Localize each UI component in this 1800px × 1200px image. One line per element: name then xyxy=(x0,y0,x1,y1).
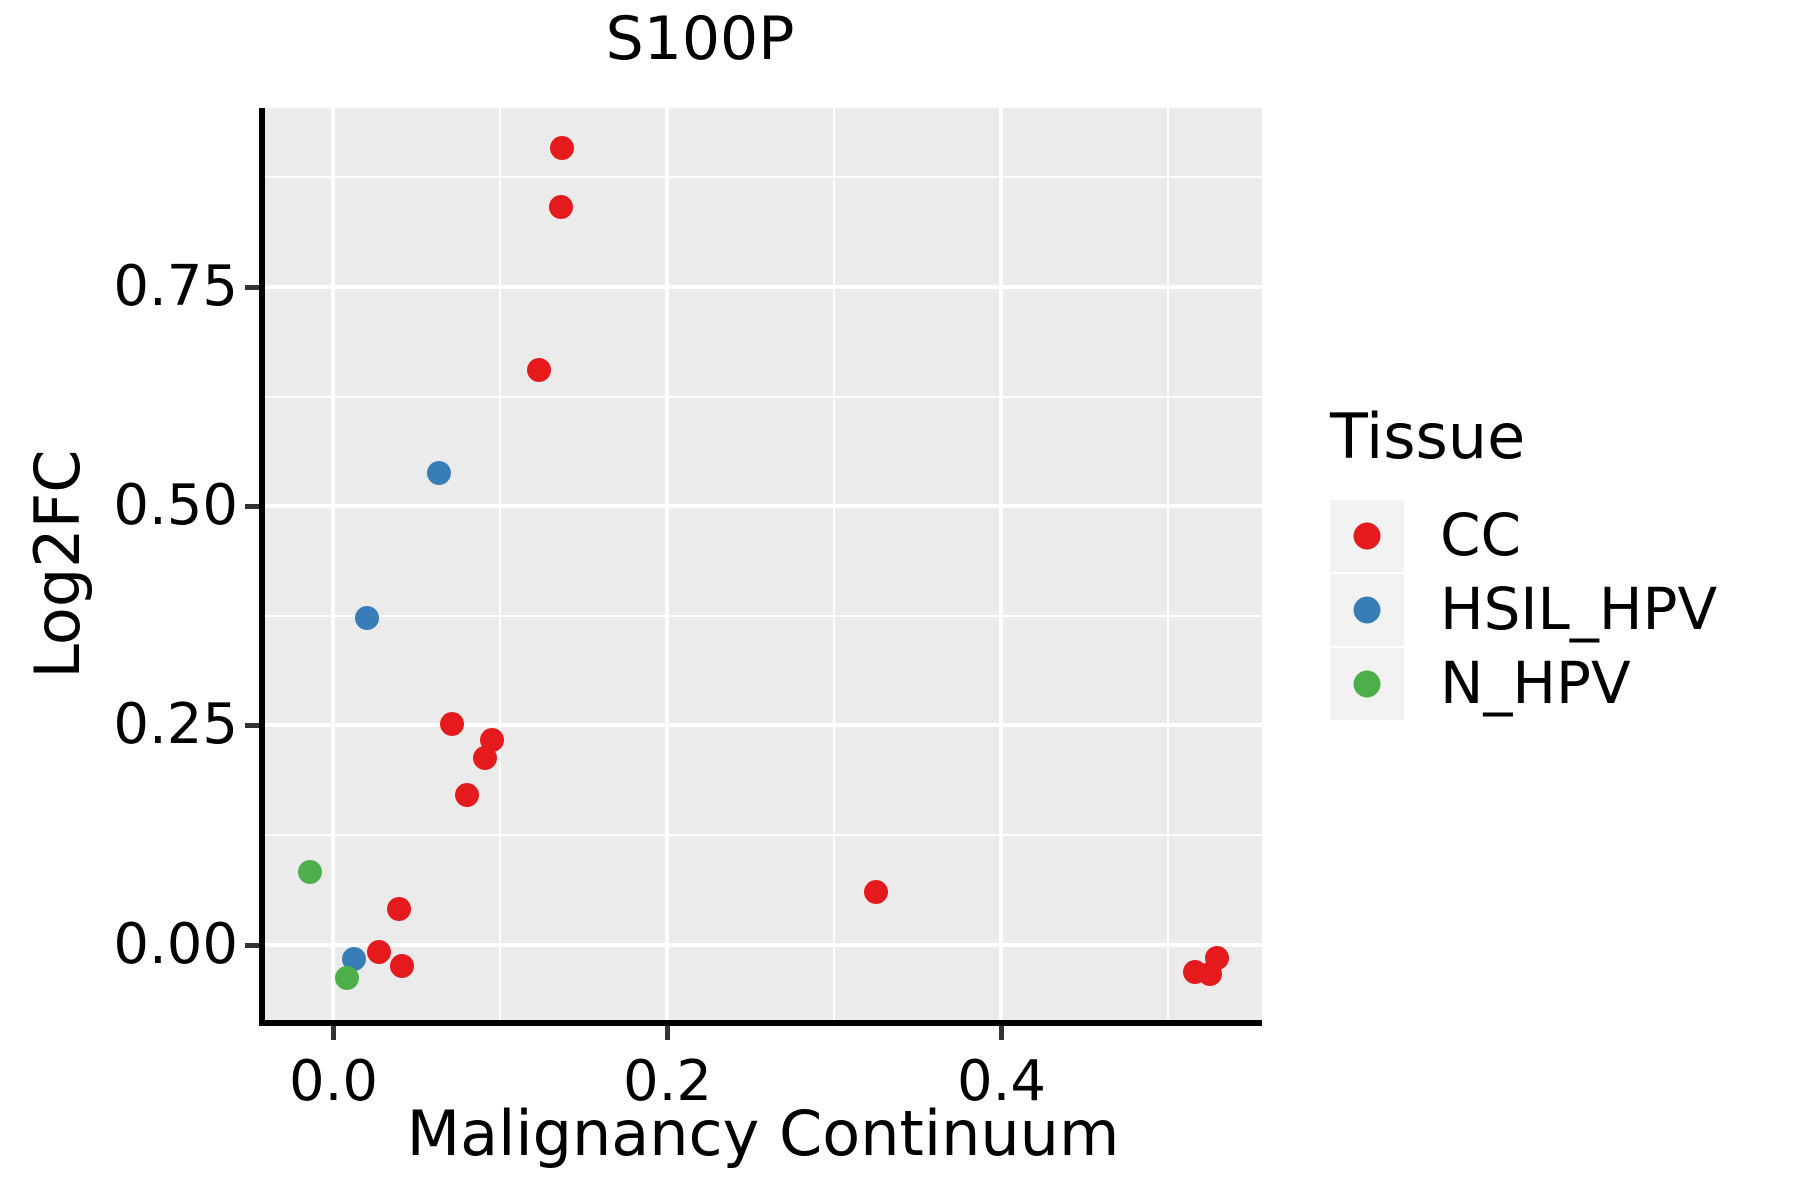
data-point-hsil_hpv xyxy=(354,606,379,631)
y-tick-label: 0.25 xyxy=(113,692,238,758)
legend-item-label: CC xyxy=(1440,501,1521,570)
data-point-cc xyxy=(386,896,411,921)
data-point-cc xyxy=(440,712,465,737)
legend-title: Tissue xyxy=(1330,400,1526,473)
gridline-y-minor xyxy=(265,614,1262,617)
plot-panel xyxy=(265,108,1262,1020)
data-point-cc xyxy=(526,358,551,383)
gridline-y-major xyxy=(265,504,1262,509)
gridline-y-minor xyxy=(265,176,1262,179)
x-axis-line xyxy=(259,1020,1262,1026)
data-point-cc xyxy=(366,940,391,965)
gridline-y-minor xyxy=(265,395,1262,398)
y-axis-line xyxy=(259,108,265,1026)
legend-item-cc: CC xyxy=(1330,499,1525,573)
data-point-n_hpv xyxy=(298,859,323,884)
x-tick-label: 0.4 xyxy=(956,1049,1046,1114)
legend-items: CC HSIL_HPV N_HPV xyxy=(1330,499,1717,721)
y-tick xyxy=(245,723,259,729)
gridline-x-major xyxy=(999,108,1004,1020)
legend-dot xyxy=(1353,522,1381,550)
legend-item-hsil_hpv: HSIL_HPV xyxy=(1330,573,1717,647)
x-tick-label: 0.2 xyxy=(622,1049,712,1114)
gridline-x-minor xyxy=(833,108,836,1020)
x-tick xyxy=(999,1026,1005,1040)
data-point-cc xyxy=(864,879,889,904)
legend-item-n_hpv: N_HPV xyxy=(1330,647,1631,721)
legend-dot xyxy=(1353,596,1381,624)
data-point-cc xyxy=(550,136,575,161)
x-tick xyxy=(331,1026,337,1040)
gridline-x-major xyxy=(331,108,336,1020)
data-point-cc xyxy=(389,953,414,978)
data-point-n_hpv xyxy=(334,965,359,990)
y-axis-title: Log2FC xyxy=(20,449,94,679)
gridline-x-minor xyxy=(1167,108,1170,1020)
data-point-cc xyxy=(473,745,498,770)
gridline-y-major xyxy=(265,942,1262,947)
y-tick-label: 0.75 xyxy=(113,253,238,319)
legend-item-label: N_HPV xyxy=(1440,649,1631,718)
data-point-cc xyxy=(455,782,480,807)
gridline-y-major xyxy=(265,723,1262,728)
legend: Tissue CC HSIL_HPV N_HPV xyxy=(1330,400,1717,721)
y-tick-label: 0.00 xyxy=(113,911,238,977)
legend-item-label: HSIL_HPV xyxy=(1440,575,1718,644)
data-point-cc xyxy=(1204,945,1229,970)
x-axis-title: Malignancy Continuum xyxy=(406,1097,1120,1170)
data-point-hsil_hpv xyxy=(426,460,451,485)
gridline-x-major xyxy=(665,108,670,1020)
y-tick-label: 0.50 xyxy=(113,473,238,539)
y-tick xyxy=(245,942,259,948)
gridline-y-minor xyxy=(265,833,1262,836)
gridline-x-minor xyxy=(499,108,502,1020)
data-point-cc xyxy=(548,195,573,220)
x-tick-label: 0.0 xyxy=(288,1049,378,1114)
x-tick xyxy=(665,1026,671,1040)
y-tick xyxy=(245,284,259,290)
chart-title: S100P xyxy=(605,4,795,74)
legend-dot xyxy=(1353,670,1381,698)
gridline-y-major xyxy=(265,284,1262,289)
y-tick xyxy=(245,504,259,510)
